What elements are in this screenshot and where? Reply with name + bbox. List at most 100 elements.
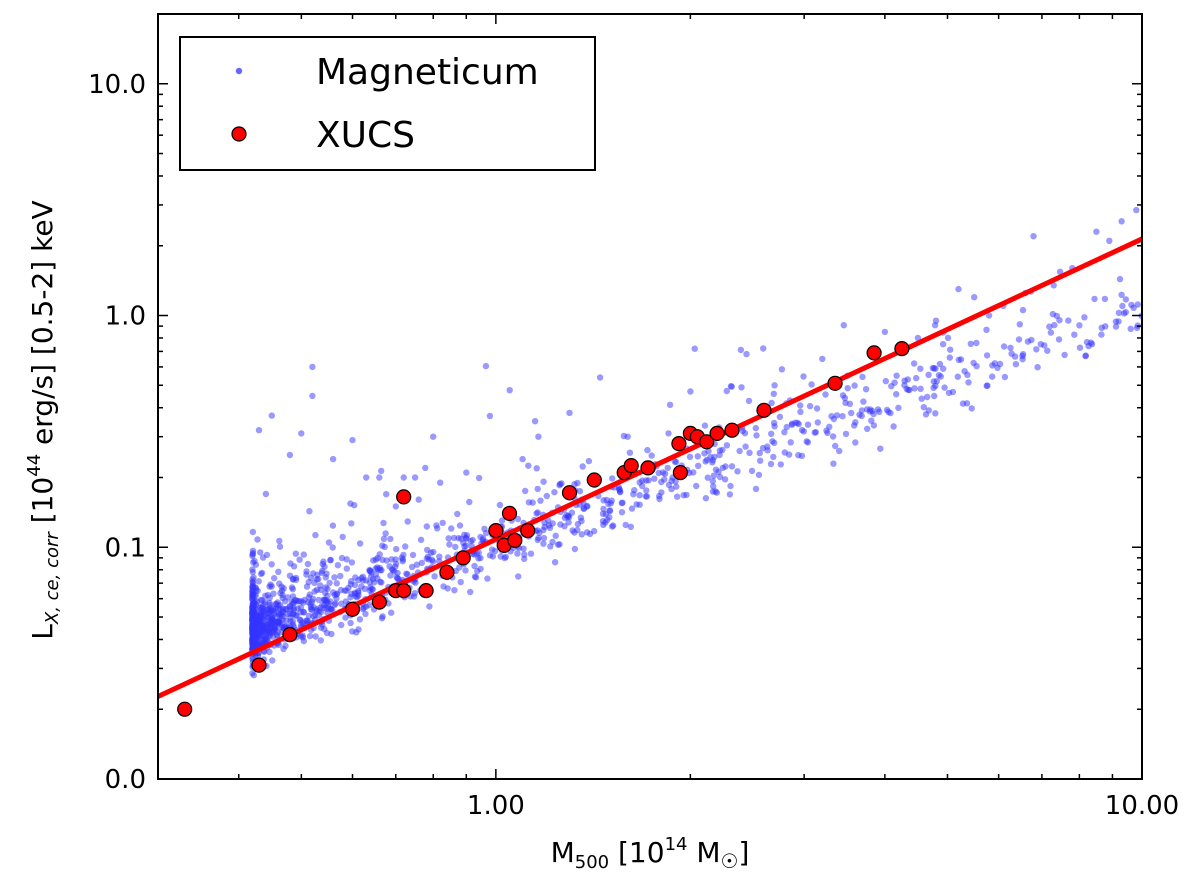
magneticum-point (580, 505, 587, 512)
magneticum-point (736, 447, 743, 455)
magneticum-point (445, 535, 452, 542)
magneticum-point (315, 596, 323, 604)
magneticum-point (940, 365, 947, 372)
magneticum-point (454, 510, 461, 518)
magneticum-point (1024, 338, 1032, 345)
magneticum-point (931, 392, 938, 400)
magneticum-point (658, 489, 665, 496)
magneticum-point (633, 501, 640, 508)
x-tick-label: 1.00 (467, 791, 525, 821)
magneticum-point (263, 621, 270, 629)
magneticum-point (311, 588, 318, 595)
magneticum-point (668, 485, 675, 493)
magneticum-point (608, 497, 615, 504)
magneticum-point (651, 475, 658, 482)
legend-box (179, 36, 596, 171)
legend: Magneticum XUCS (179, 36, 596, 171)
magneticum-point (378, 615, 386, 622)
magneticum-point (1093, 228, 1100, 235)
magneticum-point (296, 616, 303, 623)
magneticum-point (458, 535, 465, 542)
magneticum-point (785, 451, 793, 458)
magneticum-point (362, 610, 369, 618)
magneticum-point (317, 582, 324, 589)
magneticum-point (822, 391, 829, 398)
magneticum-point (306, 632, 314, 640)
magneticum-point (1034, 364, 1041, 371)
magneticum-point (370, 557, 377, 564)
magneticum-point (832, 442, 839, 450)
x-axis-title-sub: 500 (575, 852, 609, 873)
magneticum-point (411, 590, 418, 597)
magneticum-point (315, 575, 322, 583)
magneticum-point (983, 382, 990, 389)
magneticum-point (333, 595, 340, 602)
xucs-point (640, 460, 656, 476)
xucs-point (396, 582, 412, 599)
magneticum-point (264, 591, 272, 599)
magneticum-point (911, 385, 918, 392)
magneticum-point (1130, 304, 1137, 311)
magneticum-point (606, 507, 614, 514)
magneticum-point (800, 373, 807, 380)
magneticum-point (368, 585, 375, 593)
magneticum-point (282, 642, 289, 649)
magneticum-point (1015, 336, 1023, 343)
xucs-point (455, 550, 471, 566)
magneticum-point (1055, 336, 1063, 343)
magneticum-point (1122, 296, 1130, 303)
plot-frame (157, 13, 1143, 780)
magneticum-point (290, 610, 297, 617)
magneticum-point (955, 285, 962, 293)
magneticum-point (808, 381, 815, 388)
magneticum-point (627, 523, 634, 530)
magneticum-point (286, 603, 293, 611)
magneticum-point (288, 584, 296, 591)
magneticum-point (864, 425, 871, 432)
magneticum-point (1037, 341, 1045, 348)
magneticum-point (482, 362, 490, 370)
magneticum-point (255, 427, 263, 434)
magneticum-point (626, 449, 634, 456)
x-tick-label: 10.00 (1105, 791, 1179, 821)
magneticum-point (565, 519, 572, 526)
magneticum-point (830, 460, 837, 467)
magneticum-point (574, 520, 582, 528)
magneticum-point (383, 491, 390, 498)
magneticum-point (797, 408, 804, 416)
magneticum-point (254, 536, 261, 543)
magneticum-point (930, 384, 937, 391)
xucs-point (488, 522, 504, 539)
magneticum-point (618, 509, 626, 516)
magneticum-point (705, 448, 712, 455)
magneticum-point (339, 533, 346, 541)
magneticum-point (728, 463, 736, 470)
magneticum-point (771, 439, 778, 446)
magneticum-point (315, 612, 323, 619)
magneticum-point (885, 408, 892, 415)
magneticum-point (658, 478, 665, 486)
y-axis-title-tail: erg/s] [0.5-2] keV (26, 200, 59, 454)
magneticum-point (578, 531, 585, 538)
magneticum-point (870, 422, 878, 429)
magneticum-point (596, 374, 604, 381)
magneticum-point (804, 421, 812, 428)
magneticum-point (901, 382, 908, 389)
legend-xucs-marker (231, 126, 247, 142)
magneticum-point (337, 586, 345, 594)
magneticum-point (329, 544, 336, 551)
magneticum-point (577, 514, 585, 521)
magneticum-point (290, 563, 298, 570)
magneticum-point (757, 457, 764, 464)
magneticum-point (914, 334, 922, 342)
magneticum-point (262, 635, 270, 642)
magneticum-point (1122, 309, 1130, 316)
magneticum-point (411, 474, 419, 481)
magneticum-point (436, 553, 443, 560)
magneticum-point (270, 590, 277, 597)
magneticum-point (426, 603, 433, 610)
magneticum-point (742, 443, 749, 450)
magneticum-point (955, 356, 962, 363)
magneticum-point (839, 413, 846, 420)
magneticum-point (286, 451, 294, 459)
